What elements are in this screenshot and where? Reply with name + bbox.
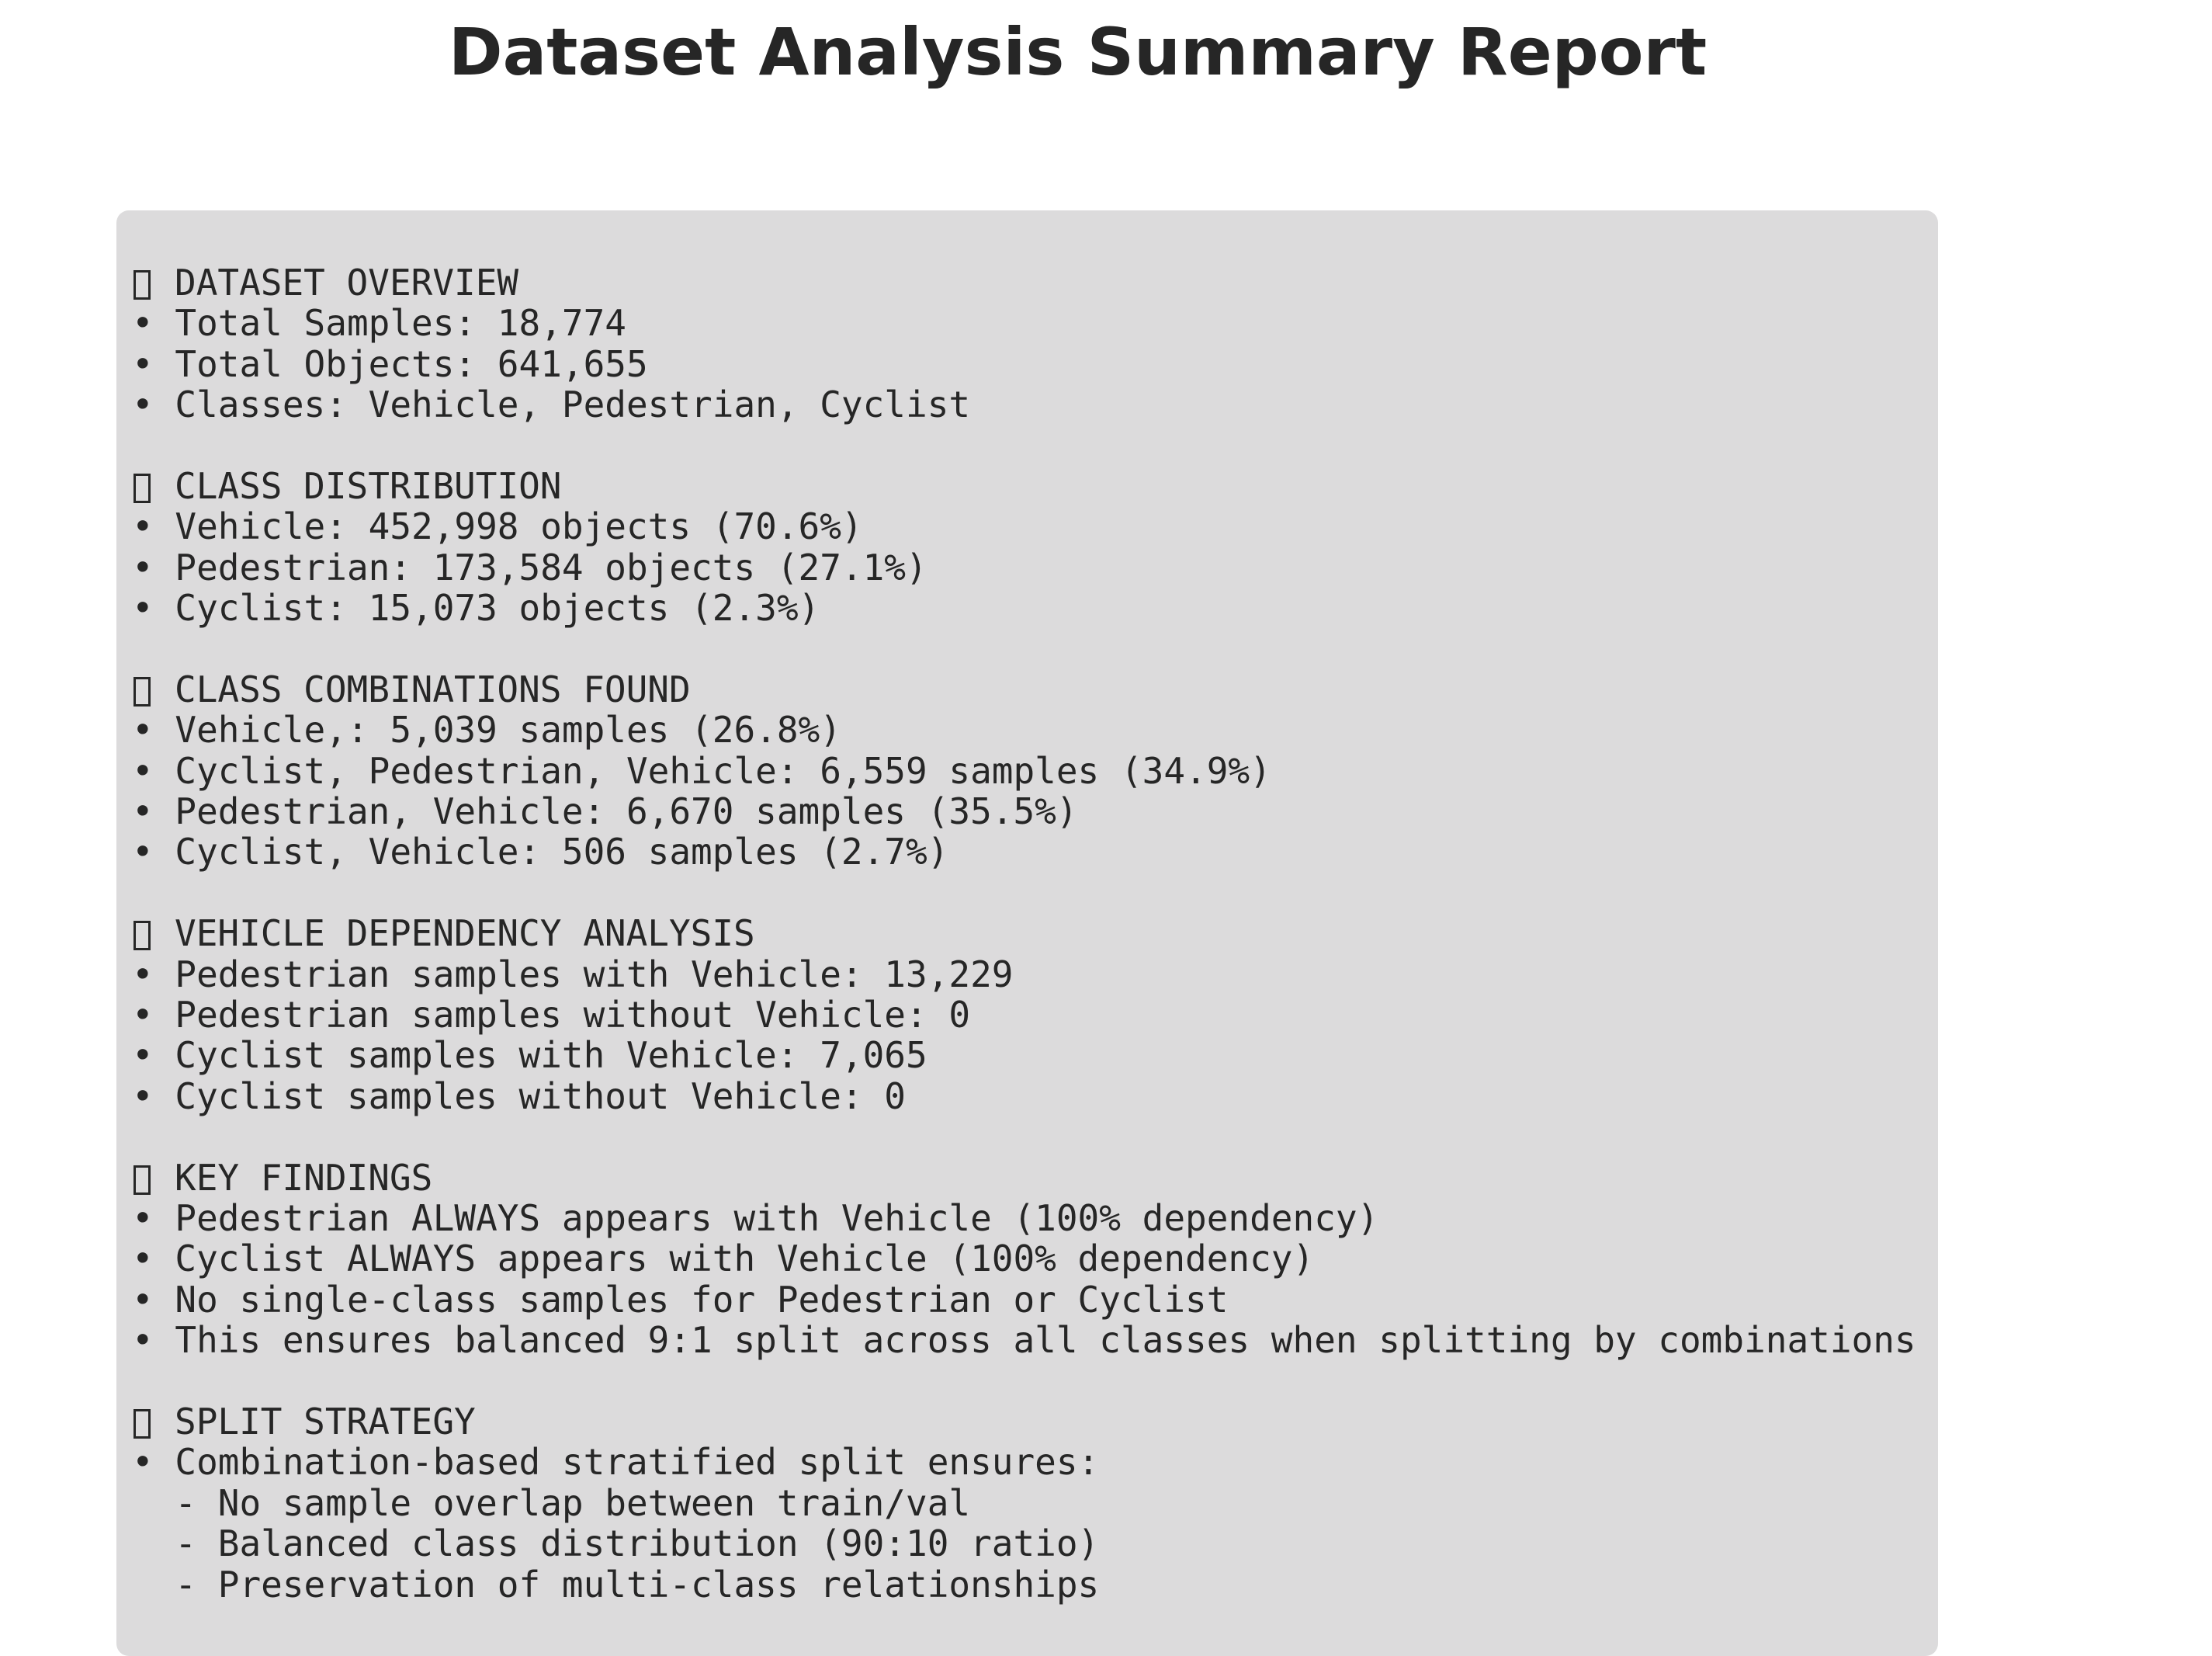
report-line: • Cyclist samples without Vehicle: 0 [132,1074,906,1117]
section-heading-text: VEHICLE DEPENDENCY ANALYSIS [175,912,755,955]
report-line: • Pedestrian, Vehicle: 6,670 samples (35… [132,790,1078,833]
report-line: • Classes: Vehicle, Pedestrian, Cyclist [132,384,971,426]
section-heading-text: KEY FINDINGS [175,1156,433,1199]
report-line: • This ensures balanced 9:1 split across… [132,1319,1916,1362]
report-line: - Preservation of multi-class relationsh… [132,1563,1100,1606]
page-title: Dataset Analysis Summary Report [448,14,1708,90]
section-heading: DATASET OVERVIEW [132,262,1916,303]
report-line: • Pedestrian samples with Vehicle: 13,22… [132,953,1014,995]
section-heading-text: SPLIT STRATEGY [175,1400,476,1442]
report-section: KEY FINDINGS • Pedestrian ALWAYS appears … [132,1156,1916,1362]
report-line: - Balanced class distribution (90:10 rat… [132,1522,1100,1565]
report-section: VEHICLE DEPENDENCY ANALYSIS • Pedestrian … [132,913,1916,1116]
report-line: • Combination-based stratified split ens… [132,1441,1100,1484]
missing-glyph-icon [133,921,151,951]
report-line: • Pedestrian samples without Vehicle: 0 [132,994,971,1036]
section-heading: VEHICLE DEPENDENCY ANALYSIS [132,913,1916,953]
report-line: • Vehicle: 452,998 objects (70.6%) [132,505,863,548]
report-line: • Cyclist, Vehicle: 506 samples (2.7%) [132,831,949,873]
section-heading: SPLIT STRATEGY [132,1401,1916,1442]
report-line: • Cyclist ALWAYS appears with Vehicle (1… [132,1238,1315,1280]
section-heading-text: CLASS COMBINATIONS FOUND [175,668,691,710]
missing-glyph-icon [133,1408,151,1439]
report-line: • Pedestrian ALWAYS appears with Vehicle… [132,1196,1379,1239]
report-line: • No single-class samples for Pedestrian… [132,1278,1229,1321]
report-section: CLASS DISTRIBUTION • Vehicle: 452,998 obj… [132,466,1916,629]
section-heading: CLASS DISTRIBUTION [132,466,1916,506]
report-section: CLASS COMBINATIONS FOUND • Vehicle,: 5,03… [132,669,1916,873]
report-line: - No sample overlap between train/val [132,1481,971,1524]
report-section: SPLIT STRATEGY • Combination-based strati… [132,1401,1916,1605]
report-line: • Total Samples: 18,774 [132,302,626,345]
report-line: • Pedestrian: 173,584 objects (27.1%) [132,546,927,588]
section-heading-text: DATASET OVERVIEW [175,262,519,304]
missing-glyph-icon [133,1165,151,1195]
report-line: • Cyclist samples with Vehicle: 7,065 [132,1034,927,1077]
report-line: • Cyclist, Pedestrian, Vehicle: 6,559 sa… [132,749,1271,792]
section-heading: CLASS COMBINATIONS FOUND [132,669,1916,710]
missing-glyph-icon [133,473,151,503]
report-section: DATASET OVERVIEW • Total Samples: 18,774 •… [132,262,1916,425]
missing-glyph-icon [133,270,151,300]
report-line: • Total Objects: 641,655 [132,342,648,385]
report-line: • Vehicle,: 5,039 samples (26.8%) [132,709,841,752]
report-line: • Cyclist: 15,073 objects (2.3%) [132,587,820,630]
missing-glyph-icon [133,676,151,706]
report-body: DATASET OVERVIEW • Total Samples: 18,774 •… [132,262,1916,1605]
section-heading-text: CLASS DISTRIBUTION [175,464,562,507]
section-heading: KEY FINDINGS [132,1156,1916,1199]
report-panel [116,210,1938,1656]
